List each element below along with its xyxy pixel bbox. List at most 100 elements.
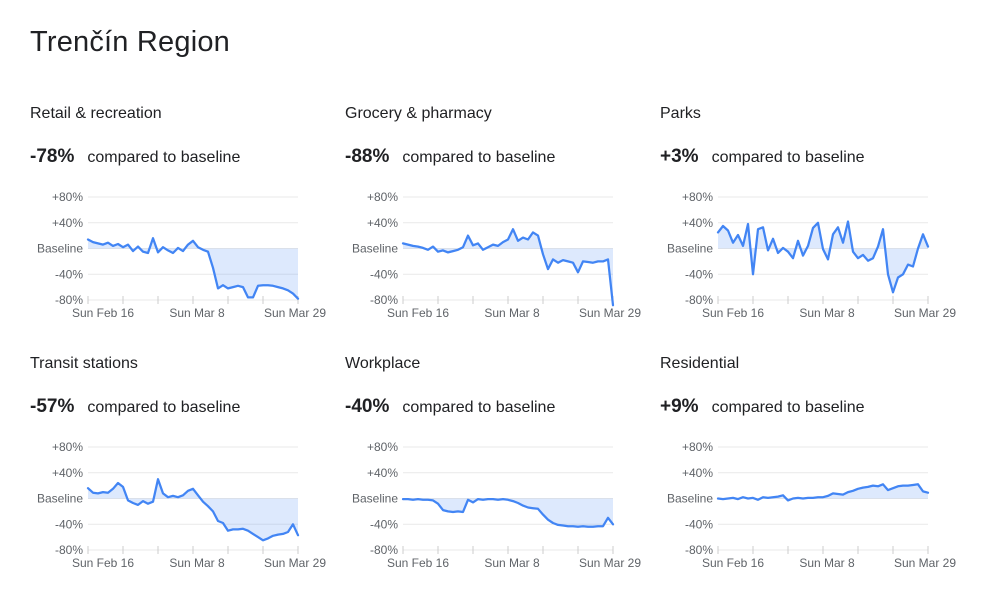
- svg-text:Sun Feb 16: Sun Feb 16: [702, 556, 764, 570]
- chart-plot: +80% +40% Baseline -40% -80%Sun Feb 16 Sun Ma…: [667, 190, 956, 320]
- svg-text:+80%: +80%: [367, 190, 398, 204]
- svg-text:Baseline: Baseline: [667, 242, 713, 256]
- y-axis-labels: +80% +40% Baseline -40% -80%: [37, 190, 83, 307]
- svg-text:-40%: -40%: [370, 267, 398, 281]
- series-line: [401, 228, 615, 307]
- chart-title: Residential: [660, 355, 740, 372]
- chart-headline: -40% compared to baseline: [345, 396, 643, 418]
- series-line: [716, 483, 930, 502]
- svg-text:Baseline: Baseline: [352, 242, 398, 256]
- mobility-chart-card: Parks +3% compared to baseline +80% +40% B…: [660, 105, 958, 325]
- x-axis-labels: Sun Feb 16 Sun Mar 8 Sun Mar 29: [72, 306, 326, 320]
- chart-plot: +80% +40% Baseline -40% -80%Sun Feb 16 Sun Ma…: [667, 440, 956, 570]
- chart-headline: -57% compared to baseline: [30, 396, 328, 418]
- mobility-chart-card: Workplace -40% compared to baseline +80%…: [345, 355, 643, 575]
- series-fill: [403, 229, 613, 306]
- chart-plot: +80% +40% Baseline -40% -80%Sun Feb 16 Sun Ma…: [352, 190, 641, 320]
- svg-text:+40%: +40%: [367, 216, 398, 230]
- x-axis-labels: Sun Feb 16 Sun Mar 8 Sun Mar 29: [702, 556, 956, 570]
- y-axis-labels: +80% +40% Baseline -40% -80%: [352, 190, 398, 307]
- svg-text:Baseline: Baseline: [37, 492, 83, 506]
- x-axis-ticks: [87, 546, 299, 554]
- svg-text:Baseline: Baseline: [667, 492, 713, 506]
- chart-change-value: -78%: [30, 146, 75, 167]
- svg-text:Sun Mar 8: Sun Mar 8: [169, 556, 225, 570]
- chart-change-value: -57%: [30, 396, 75, 417]
- svg-text:Sun Mar 8: Sun Mar 8: [799, 556, 855, 570]
- svg-text:-40%: -40%: [55, 517, 83, 531]
- svg-text:+80%: +80%: [682, 440, 713, 454]
- y-axis-labels: +80% +40% Baseline -40% -80%: [667, 440, 713, 557]
- svg-text:-40%: -40%: [370, 517, 398, 531]
- chart-title: Workplace: [345, 355, 421, 372]
- x-axis-labels: Sun Feb 16 Sun Mar 8 Sun Mar 29: [72, 556, 326, 570]
- svg-text:-80%: -80%: [685, 293, 713, 307]
- svg-text:-40%: -40%: [685, 517, 713, 531]
- chart-change-suffix: compared to baseline: [402, 149, 556, 166]
- charts-grid: Retail & recreation -78% compared to bas…: [30, 105, 982, 575]
- svg-text:Sun Feb 16: Sun Feb 16: [387, 556, 449, 570]
- svg-text:Sun Mar 8: Sun Mar 8: [799, 306, 855, 320]
- chart-headline: -88% compared to baseline: [345, 146, 643, 168]
- svg-text:+40%: +40%: [367, 466, 398, 480]
- chart-title: Transit stations: [30, 355, 138, 372]
- chart-plot: +80% +40% Baseline -40% -80%Sun Feb 16 Sun Ma…: [37, 190, 326, 320]
- svg-text:-80%: -80%: [55, 543, 83, 557]
- series-fill: [718, 484, 928, 501]
- series-line: [86, 237, 300, 300]
- chart-headline: +3% compared to baseline: [660, 146, 958, 168]
- mobility-chart-card: Grocery & pharmacy -88% compared to base…: [345, 105, 643, 325]
- mobility-chart-card: Retail & recreation -78% compared to bas…: [30, 105, 328, 325]
- svg-text:Sun Mar 29: Sun Mar 29: [894, 556, 956, 570]
- svg-text:-80%: -80%: [685, 543, 713, 557]
- chart-plot: +80% +40% Baseline -40% -80%Sun Feb 16 Sun Ma…: [352, 440, 641, 570]
- svg-text:Sun Mar 8: Sun Mar 8: [484, 556, 540, 570]
- svg-text:-40%: -40%: [55, 267, 83, 281]
- svg-text:+40%: +40%: [52, 216, 83, 230]
- chart-change-suffix: compared to baseline: [402, 399, 556, 416]
- svg-text:+80%: +80%: [52, 440, 83, 454]
- x-axis-ticks: [402, 546, 614, 554]
- x-axis-labels: Sun Feb 16 Sun Mar 8 Sun Mar 29: [387, 556, 641, 570]
- chart-plot: +80% +40% Baseline -40% -80%Sun Feb 16 Sun Ma…: [37, 440, 326, 570]
- chart-headline: +9% compared to baseline: [660, 396, 958, 418]
- svg-text:Sun Mar 29: Sun Mar 29: [579, 306, 641, 320]
- chart-change-suffix: compared to baseline: [87, 149, 241, 166]
- svg-text:Sun Feb 16: Sun Feb 16: [702, 306, 764, 320]
- chart-headline: -78% compared to baseline: [30, 146, 328, 168]
- series-line: [86, 478, 300, 542]
- chart-change-value: +3%: [660, 146, 699, 167]
- svg-text:Sun Mar 8: Sun Mar 8: [169, 306, 225, 320]
- svg-text:Sun Mar 8: Sun Mar 8: [484, 306, 540, 320]
- svg-text:Sun Feb 16: Sun Feb 16: [72, 306, 134, 320]
- svg-text:Sun Mar 29: Sun Mar 29: [579, 556, 641, 570]
- svg-text:Sun Feb 16: Sun Feb 16: [387, 306, 449, 320]
- svg-text:+40%: +40%: [682, 216, 713, 230]
- chart-change-value: -88%: [345, 146, 390, 167]
- svg-text:+80%: +80%: [682, 190, 713, 204]
- svg-text:-80%: -80%: [370, 543, 398, 557]
- svg-text:+80%: +80%: [367, 440, 398, 454]
- mobility-chart-card: Residential +9% compared to baseline +80…: [660, 355, 958, 575]
- series-line: [401, 497, 615, 528]
- svg-text:+80%: +80%: [52, 190, 83, 204]
- x-axis-labels: Sun Feb 16 Sun Mar 8 Sun Mar 29: [387, 306, 641, 320]
- chart-change-suffix: compared to baseline: [711, 399, 865, 416]
- chart-change-suffix: compared to baseline: [711, 149, 865, 166]
- chart-title: Grocery & pharmacy: [345, 105, 492, 122]
- page-title: Trenčín Region: [30, 26, 230, 58]
- svg-text:Baseline: Baseline: [37, 242, 83, 256]
- x-axis-ticks: [717, 296, 929, 304]
- x-axis-ticks: [717, 546, 929, 554]
- svg-text:Sun Mar 29: Sun Mar 29: [264, 556, 326, 570]
- svg-text:+40%: +40%: [682, 466, 713, 480]
- series-fill: [403, 498, 613, 527]
- chart-change-suffix: compared to baseline: [87, 399, 241, 416]
- y-axis-labels: +80% +40% Baseline -40% -80%: [37, 440, 83, 557]
- svg-text:Baseline: Baseline: [352, 492, 398, 506]
- chart-change-value: -40%: [345, 396, 390, 417]
- series-fill: [88, 238, 298, 299]
- chart-title: Retail & recreation: [30, 105, 162, 122]
- chart-change-value: +9%: [660, 396, 699, 417]
